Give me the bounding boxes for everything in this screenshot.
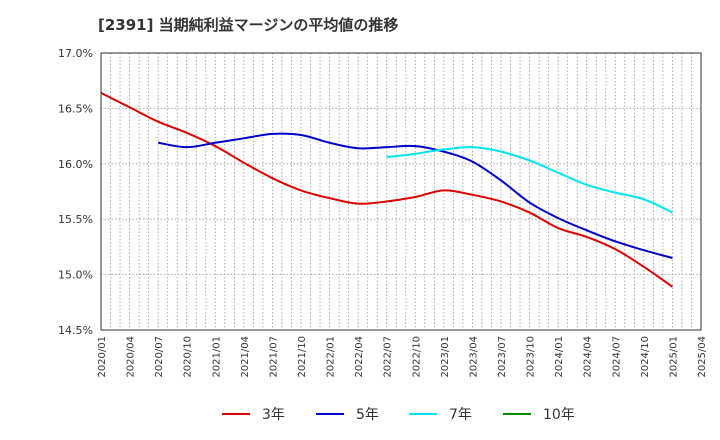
x-tick-label: 2022/01	[326, 336, 337, 378]
x-tick-label: 2025/01	[668, 336, 679, 378]
x-tick-label: 2021/10	[297, 336, 308, 378]
y-tick-label: 15.5%	[58, 213, 93, 226]
gridlines	[101, 53, 701, 330]
x-tick-label: 2024/04	[583, 336, 594, 378]
y-tick-label: 16.5%	[58, 102, 93, 115]
chart-title: [2391] 当期純利益マージンの平均値の推移	[98, 16, 399, 34]
x-tick-label: 2025/04	[697, 336, 708, 378]
x-tick-label: 2020/10	[183, 336, 194, 378]
series-line-1	[157, 132, 673, 259]
x-tick-label: 2021/04	[240, 336, 251, 378]
y-tick-label: 15.0%	[58, 269, 93, 282]
x-tick-label: 2023/07	[497, 336, 508, 378]
x-tick-label: 2020/04	[126, 336, 137, 378]
legend-label-1: 5年	[356, 407, 379, 423]
x-tick-label: 2022/07	[383, 336, 394, 378]
legend-label-2: 7年	[449, 407, 472, 423]
x-tick-label: 2024/10	[640, 336, 651, 378]
x-tick-label: 2022/04	[354, 336, 365, 378]
legend-label-0: 3年	[262, 407, 285, 423]
legend: 3年 5年 7年 10年	[222, 407, 575, 423]
x-tick-label: 2020/07	[154, 336, 165, 378]
x-tick-label: 2023/01	[440, 336, 451, 378]
plot-frame	[100, 52, 702, 331]
axis-ticks: 14.5% 15.0% 15.5% 16.0% 16.5% 17.0% 2020/01 202…	[58, 47, 708, 378]
x-tick-label: 2023/10	[526, 336, 537, 378]
series-line-0	[100, 91, 674, 288]
series-line-2	[386, 146, 673, 214]
x-tick-label: 2021/07	[268, 336, 279, 378]
y-tick-label: 17.0%	[58, 47, 93, 60]
legend-label-3: 10年	[543, 407, 575, 423]
series-lines	[100, 91, 674, 288]
x-tick-label: 2022/10	[411, 336, 422, 378]
x-tick-label: 2021/01	[211, 336, 222, 378]
x-tick-label: 2024/07	[611, 336, 622, 378]
x-tick-label: 2023/04	[468, 336, 479, 378]
y-tick-label: 14.5%	[58, 324, 93, 337]
x-tick-label: 2020/01	[97, 336, 108, 378]
y-tick-label: 16.0%	[58, 158, 93, 171]
x-tick-label: 2024/01	[554, 336, 565, 378]
